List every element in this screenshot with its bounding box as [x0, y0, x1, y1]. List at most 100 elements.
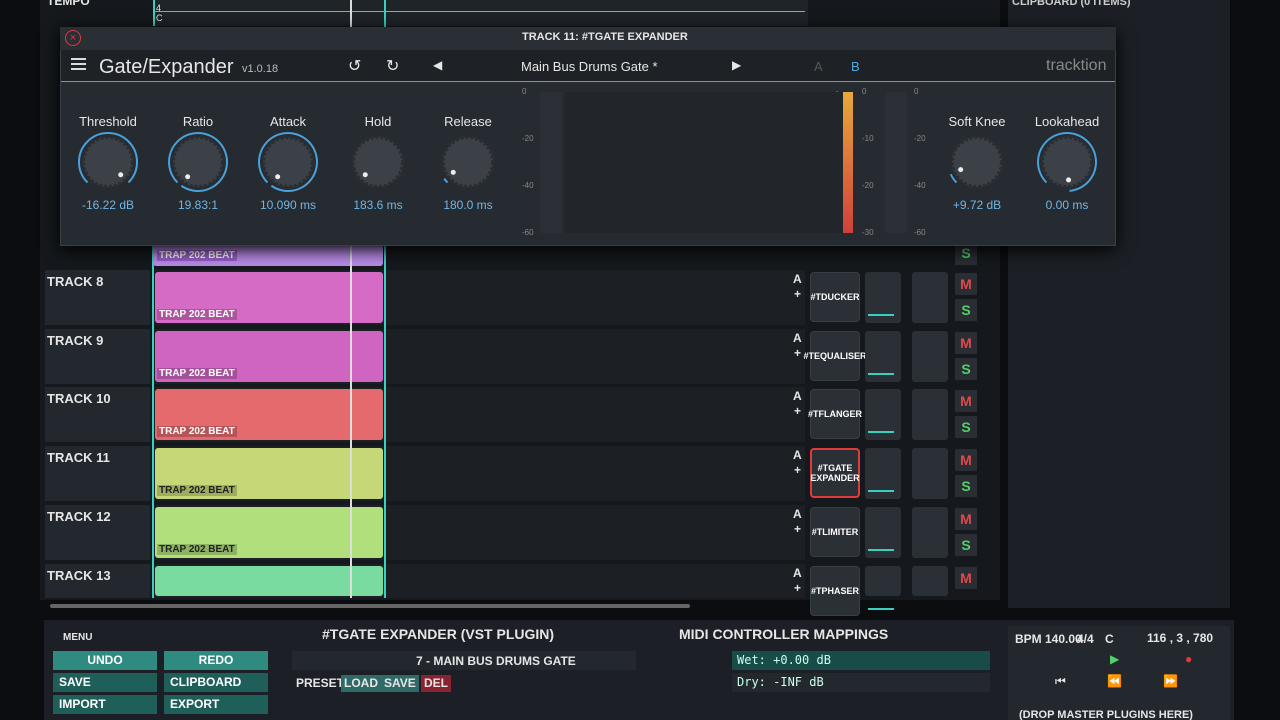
- add-button[interactable]: +: [794, 521, 802, 536]
- clipboard-title: CLIPBOARD (0 ITEMS): [1012, 0, 1131, 8]
- plugin-slot[interactable]: #TLIMITER: [810, 506, 860, 557]
- clip-label: TRAP 202 BEAT: [157, 426, 237, 438]
- automation-button[interactable]: A: [793, 330, 802, 345]
- close-button[interactable]: ×: [65, 30, 81, 46]
- knob-value: 180.0 ms: [443, 198, 493, 212]
- track-header: [45, 563, 150, 598]
- menu-button[interactable]: IMPORT: [53, 695, 157, 714]
- audio-clip: [155, 272, 383, 323]
- solo-button[interactable]: S: [955, 245, 977, 265]
- volume-fader: [868, 490, 894, 493]
- play-button[interactable]: ▶: [1110, 652, 1120, 666]
- mute-button[interactable]: M: [955, 566, 977, 589]
- mute-button[interactable]: M: [955, 390, 977, 413]
- volume-fader: [868, 431, 894, 434]
- audio-clip: [155, 506, 383, 558]
- transport-buttons[interactable]: ⏮ ⏪ ⏩: [1055, 674, 1179, 688]
- mute-button[interactable]: M: [955, 507, 977, 530]
- plugin-slot[interactable]: #TPHASER: [810, 565, 860, 616]
- solo-button[interactable]: S: [955, 357, 977, 380]
- preset-name[interactable]: Main Bus Drums Gate *: [521, 59, 658, 74]
- master-drop: (DROP MASTER PLUGINS HERE): [1019, 709, 1193, 720]
- add-button[interactable]: +: [794, 404, 802, 419]
- automation-button[interactable]: A: [793, 272, 802, 286]
- menu-button[interactable]: REDO: [164, 651, 268, 670]
- preset-button[interactable]: LOAD: [341, 675, 381, 692]
- ab-b[interactable]: B: [851, 59, 860, 74]
- knob-label: Lookahead: [1034, 114, 1100, 129]
- track-name: TRACK 10: [47, 391, 111, 407]
- plugin-info-title: #TGATE EXPANDER (VST PLUGIN): [322, 626, 555, 642]
- meter-slot: [912, 506, 948, 558]
- gain-meter: [843, 92, 853, 233]
- track-name: TRACK 8: [47, 274, 104, 289]
- tempo-tick: C: [156, 13, 163, 23]
- next-preset[interactable]: ▶: [732, 58, 742, 72]
- track-header: [45, 504, 150, 560]
- knob-value: 183.6 ms: [353, 198, 403, 212]
- automation-button[interactable]: A: [793, 565, 802, 580]
- plugin-slot[interactable]: #TFLANGER: [808, 389, 862, 440]
- solo-button[interactable]: S: [955, 416, 977, 439]
- mute-button[interactable]: M: [955, 331, 977, 354]
- prev-preset[interactable]: ◀: [433, 58, 443, 72]
- track-name: TRACK 13: [47, 567, 111, 583]
- knob-label: Soft Knee: [948, 114, 1006, 129]
- meter-scale: -60: [914, 228, 926, 237]
- record-button[interactable]: ●: [1185, 652, 1193, 666]
- redo-icon[interactable]: ↻: [386, 58, 400, 75]
- output-meter: [885, 92, 907, 233]
- meter-slot: [912, 565, 948, 596]
- audio-clip: [155, 448, 383, 500]
- add-button[interactable]: +: [794, 345, 802, 360]
- solo-button[interactable]: S: [955, 533, 977, 556]
- clip-label: TRAP 202 BEAT: [157, 309, 237, 320]
- meter-scale: 0: [914, 87, 919, 96]
- automation-button[interactable]: A: [793, 448, 802, 463]
- mute-button[interactable]: M: [955, 273, 977, 295]
- plugin-slot[interactable]: #TDUCKER: [810, 272, 860, 322]
- meter-scale: -20: [522, 134, 534, 143]
- meter-scale: -30: [862, 228, 874, 237]
- bpm: BPM 140.00: [1015, 632, 1082, 646]
- menu-icon[interactable]: [71, 58, 86, 60]
- plugin-slot[interactable]: #TEQUALISER: [804, 330, 867, 381]
- menu-button[interactable]: SAVE: [53, 673, 157, 692]
- menu-button[interactable]: EXPORT: [164, 695, 268, 714]
- add-button[interactable]: +: [794, 287, 802, 301]
- preset-button[interactable]: DEL: [421, 675, 451, 692]
- add-button[interactable]: +: [794, 580, 802, 595]
- preset-button[interactable]: SAVE: [381, 675, 419, 692]
- knob-label: Threshold: [79, 114, 137, 129]
- menu-button[interactable]: UNDO: [53, 651, 157, 670]
- automation-button[interactable]: A: [793, 389, 802, 404]
- volume-fader: [868, 314, 894, 316]
- program-name: 7 - MAIN BUS DRUMS GATE: [416, 654, 576, 668]
- add-button[interactable]: +: [794, 463, 802, 478]
- playhead: [350, 0, 352, 598]
- mute-button[interactable]: M: [955, 449, 977, 472]
- menu-label: MENU: [63, 632, 93, 643]
- solo-button[interactable]: S: [955, 475, 977, 498]
- meter-scale: -20: [862, 181, 874, 190]
- automation-button[interactable]: A: [793, 506, 802, 521]
- preset-label: PRESET: [296, 676, 345, 690]
- plugin-slot[interactable]: #TGATE EXPANDER: [810, 448, 860, 499]
- meter-slot: [912, 272, 948, 323]
- track-header: [45, 446, 150, 502]
- menu-button[interactable]: CLIPBOARD: [164, 673, 268, 692]
- dry-field: Dry: -INF dB: [732, 673, 990, 692]
- knob-value: 10.090 ms: [259, 198, 317, 212]
- window-title: TRACK 11: #TGATE EXPANDER: [522, 31, 688, 43]
- signature: 4/4: [1077, 632, 1094, 646]
- meter-slot: [912, 330, 948, 382]
- solo-button[interactable]: S: [955, 299, 977, 321]
- meter-scale: -40: [914, 181, 926, 190]
- ab-a[interactable]: A: [814, 59, 823, 74]
- h-scrollbar: [50, 604, 690, 608]
- loop-end: [384, 0, 386, 598]
- knob-label: Release: [444, 114, 492, 129]
- undo-icon[interactable]: ↺: [348, 58, 362, 75]
- clip-label: TRAP 202 BEAT: [157, 485, 237, 497]
- audio-clip: [155, 565, 383, 596]
